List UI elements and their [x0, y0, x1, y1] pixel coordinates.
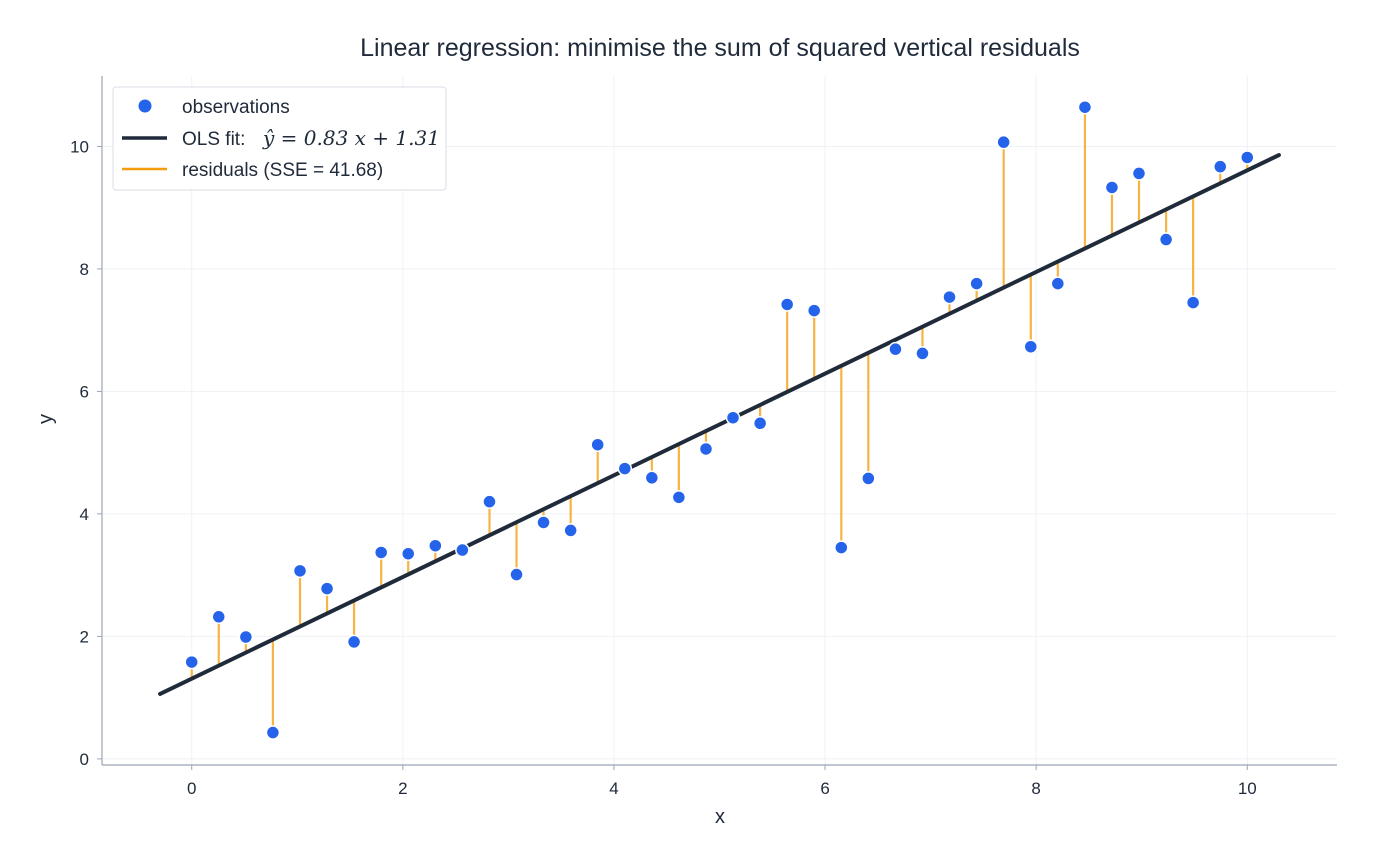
observation-point — [1050, 276, 1066, 291]
y-tick-label: 4 — [80, 505, 89, 524]
observation-point — [482, 494, 497, 509]
observation-point — [265, 725, 281, 740]
y-tick-label: 6 — [80, 382, 89, 401]
observation-point — [1240, 150, 1255, 165]
observation-point — [428, 538, 443, 553]
observation-point — [1213, 159, 1228, 174]
observation-point — [1185, 295, 1201, 310]
observation-point — [861, 471, 876, 486]
observation-point — [1023, 339, 1039, 354]
observation-point — [942, 289, 957, 305]
x-tick-label: 2 — [398, 779, 407, 798]
observation-point — [806, 303, 822, 318]
observation-point — [888, 341, 903, 357]
observation-point — [211, 609, 226, 625]
x-axis-label: x — [715, 806, 725, 828]
chart-title: Linear regression: minimise the sum of s… — [360, 34, 1080, 62]
y-tick-label: 2 — [80, 627, 89, 646]
observation-point — [292, 563, 308, 579]
y-tick-label: 0 — [80, 750, 89, 769]
observation-point — [319, 581, 335, 596]
legend-observations-marker — [138, 99, 152, 113]
observation-point — [346, 634, 362, 650]
legend-fit-equation: ŷ = 0.83 x + 1.31 — [262, 126, 440, 150]
legend-residuals-label: residuals (SSE = 41.68) — [182, 160, 383, 181]
observation-point — [238, 629, 254, 645]
legend: observations OLS fit: ŷ = 0.83 x + 1.31 … — [112, 86, 447, 191]
observation-point — [915, 346, 930, 361]
observation-point — [725, 410, 741, 425]
x-tick-label: 0 — [187, 779, 196, 798]
observation-point — [455, 542, 470, 558]
ticks: 0 2 4 6 8 10 0 2 4 6 8 10 — [70, 137, 1257, 798]
observation-point — [969, 276, 984, 291]
ols-fit-line — [158, 153, 1281, 696]
axes — [101, 76, 1337, 766]
observation-point — [779, 297, 795, 312]
observation-point — [590, 437, 605, 452]
observation-point — [644, 470, 660, 486]
observation-point — [184, 654, 199, 670]
observation-point — [1077, 99, 1093, 115]
observation-point — [698, 441, 714, 457]
observation-point — [400, 546, 416, 561]
legend-box — [112, 86, 447, 191]
observation-point — [671, 490, 687, 505]
x-tick-label: 4 — [609, 779, 618, 798]
observation-point — [373, 545, 389, 560]
observation-point — [563, 523, 578, 538]
legend-fit-label: OLS fit: — [182, 129, 245, 150]
observation-point — [509, 567, 524, 582]
observation-point — [996, 134, 1011, 150]
observation-point — [1104, 180, 1120, 195]
y-tick-label: 10 — [70, 137, 89, 156]
y-tick-label: 8 — [80, 260, 89, 279]
observation-points — [184, 99, 1255, 740]
y-axis-label: y — [35, 414, 57, 424]
observation-point — [617, 461, 633, 476]
observation-point — [834, 540, 849, 555]
fit-line-layer — [158, 153, 1281, 696]
observation-point — [1131, 166, 1147, 181]
observation-point — [1158, 232, 1174, 247]
x-tick-label: 8 — [1031, 779, 1040, 798]
x-tick-label: 10 — [1238, 779, 1257, 798]
x-tick-label: 6 — [820, 779, 829, 798]
observation-point — [752, 416, 768, 431]
legend-observations-label: observations — [182, 97, 290, 118]
observation-point — [536, 515, 551, 530]
